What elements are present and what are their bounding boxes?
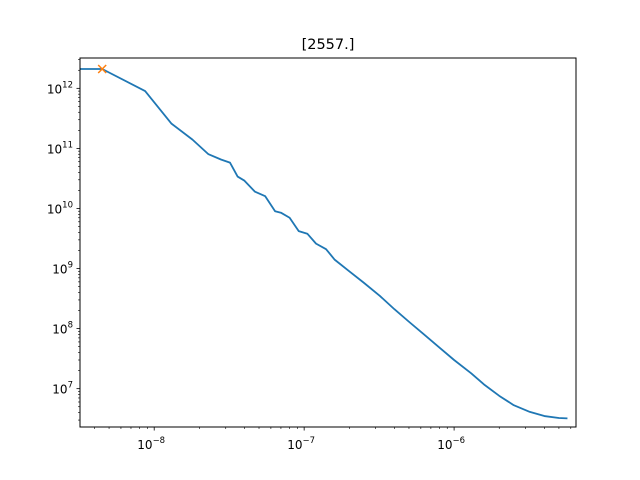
x-tick-label-1: 10−7 xyxy=(287,436,315,452)
axes-frame xyxy=(79,57,577,428)
chart-title: [2557.] xyxy=(302,37,355,53)
y-tick-label-3: 1010 xyxy=(47,200,73,216)
plot-layer xyxy=(80,64,568,420)
y-tick-label-2: 109 xyxy=(52,261,73,277)
y-tick-label-0: 107 xyxy=(52,381,73,397)
series-0-line xyxy=(80,68,568,420)
x-tick-label-2: 10−6 xyxy=(437,436,465,452)
y-tick-label-4: 1011 xyxy=(47,140,73,156)
tick-layer: 10−8 10−7 10−6 107 108 109 1010 1011 1012 xyxy=(47,59,572,452)
x-tick-label-0: 10−8 xyxy=(137,436,165,452)
series-1-marker-0 xyxy=(97,64,107,74)
y-tick-label-1: 108 xyxy=(52,321,73,337)
y-tick-label-5: 1012 xyxy=(47,80,73,96)
